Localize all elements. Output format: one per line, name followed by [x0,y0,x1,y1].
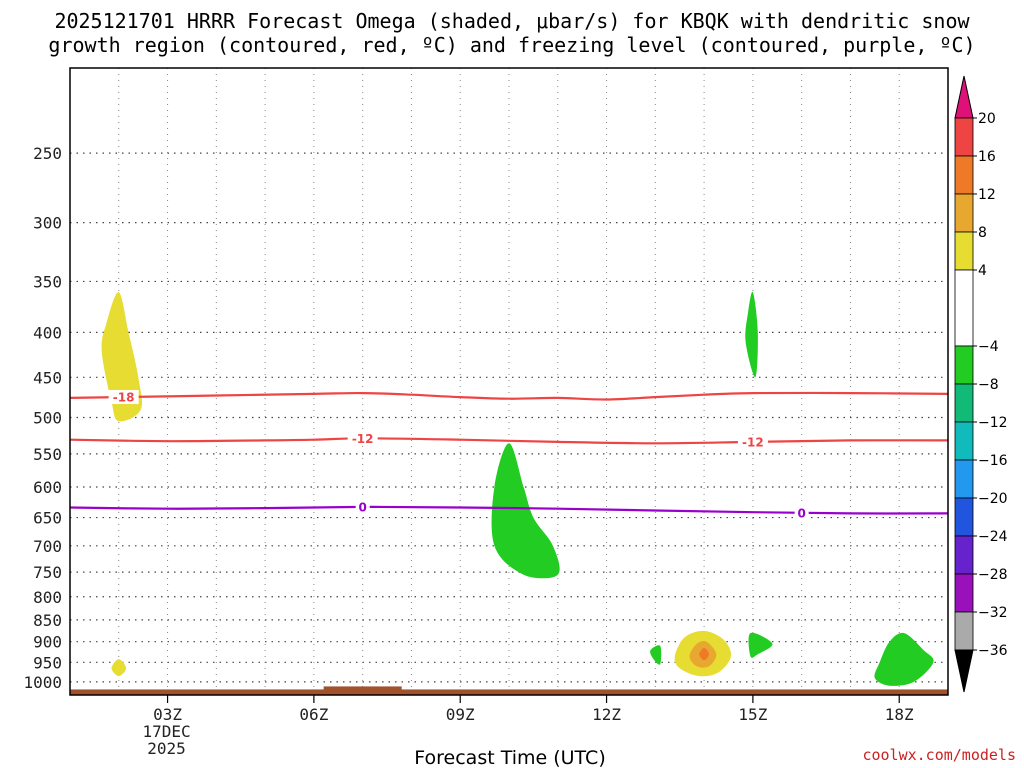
contour-label-1-1: -12 [742,435,764,449]
contour-label-2-1: 0 [797,506,805,520]
colorbar-bin-2 [954,155,974,195]
contour-label-bg-1-1 [737,434,768,449]
y-tick-label-750: 750 [33,563,62,582]
omega-region-5 [748,632,773,658]
grid-lines [70,68,948,695]
x-tick-label-12: 12Z [592,705,621,724]
omega-region-3 [491,443,560,579]
contour-label-bg-2-0 [355,499,370,514]
colorbar-bin-6 [954,345,974,385]
y-tick-label-450: 450 [33,368,62,387]
colorbar-bin-3 [954,193,974,233]
colorbar-bin-7 [954,383,974,423]
y-tick-label-1000: 1000 [23,673,62,692]
colorbar-bin-8 [954,421,974,461]
contour-label-bg-1-0 [347,431,378,446]
terrain-bump [323,686,402,691]
colorbar-tick-label-12: 12 [978,187,996,203]
x-tick-sublabel-3-0: 17DEC [142,722,190,741]
y-tick-label-350: 350 [33,272,62,291]
y-tick-label-250: 250 [33,144,62,163]
contour-line-0 [70,391,948,401]
colorbar-bin-11 [954,535,974,575]
colorbar-tick-label--8: −8 [978,377,999,393]
temperature-contours: -18 -12 -12 0 0 [70,390,948,520]
contour-label-bg-2-1 [794,505,809,520]
y-tick-label-700: 700 [33,537,62,556]
omega-region-4 [650,645,662,665]
colorbar-bin-12 [954,573,974,613]
omega-region-6 [874,632,934,686]
y-tick-label-650: 650 [33,509,62,528]
chart-title-line-2: growth region (contoured, red, ºC) and f… [48,33,975,57]
colorbar-tick-label-4: 4 [978,263,987,279]
omega-region-1 [111,659,127,677]
y-axis: 250 300 350 400 450 500 550 600 650 700 750 800 850 9… [23,144,62,692]
y-tick-label-550: 550 [33,445,62,464]
colorbar-bin-14 [954,649,974,693]
contour-line-1 [70,437,948,445]
y-tick-label-400: 400 [33,323,62,342]
x-tick-label-6: 06Z [299,705,328,724]
plot-background [70,68,948,695]
omega-colorbar: 20 16 12 8 4 −4 −8 −12 −16 −20 −24 −28 −32 −36 [954,75,1008,693]
colorbar-tick-label-20: 20 [978,111,996,127]
colorbar-bin-10 [954,497,974,537]
omega-region-9 [699,648,709,661]
y-tick-label-850: 850 [33,611,62,630]
omega-region-2 [745,291,758,378]
x-tick-label-3: 03Z [153,705,182,724]
x-axis-label: Forecast Time (UTC) [414,747,605,768]
x-tick-sublabel-3-1: 2025 [147,739,186,758]
colorbar-tick-label--24: −24 [978,529,1008,545]
credit-text: coolwx.com/models [862,746,1016,764]
colorbar-tick-label-8: 8 [978,225,987,241]
colorbar-bin-5 [954,269,974,347]
colorbar-bin-4 [954,231,974,271]
x-tick-label-18: 18Z [885,705,914,724]
colorbar-bin-13 [954,611,974,651]
contour-label-2-0: 0 [358,500,366,514]
contour-label-1-0: -12 [352,432,374,446]
omega-shaded-regions [101,291,934,686]
colorbar-tick-label--12: −12 [978,415,1008,431]
colorbar-tick-label--4: −4 [978,339,999,355]
colorbar-tick-label--32: −32 [978,605,1008,621]
contour-label-0-0: -18 [113,391,135,405]
y-tick-label-600: 600 [33,478,62,497]
y-tick-label-300: 300 [33,214,62,233]
colorbar-tick-label--28: −28 [978,567,1008,583]
terrain-ground [70,689,948,695]
chart-title-line-1: 2025121701 HRRR Forecast Omega (shaded, … [54,9,970,33]
plot-frame [69,67,949,696]
colorbar-bin-0 [954,75,974,119]
colorbar-tick-label--20: −20 [978,491,1008,507]
colorbar-tick-label-16: 16 [978,149,996,165]
plot-area: -18 -12 -12 0 0 250 300 350 400 450 500 550 600 650 70… [23,67,949,758]
colorbar-bin-9 [954,459,974,499]
x-tick-label-15: 15Z [738,705,767,724]
omega-region-0 [101,292,143,422]
y-tick-label-800: 800 [33,588,62,607]
colorbar-tick-label--36: −36 [978,643,1008,659]
terrain [70,686,948,695]
colorbar-tick-label--16: −16 [978,453,1008,469]
y-tick-label-900: 900 [33,633,62,652]
y-tick-label-950: 950 [33,653,62,672]
colorbar-bin-1 [954,117,974,157]
y-tick-label-500: 500 [33,408,62,427]
x-tick-label-9: 09Z [446,705,475,724]
contour-label-bg-0-0 [108,390,139,405]
